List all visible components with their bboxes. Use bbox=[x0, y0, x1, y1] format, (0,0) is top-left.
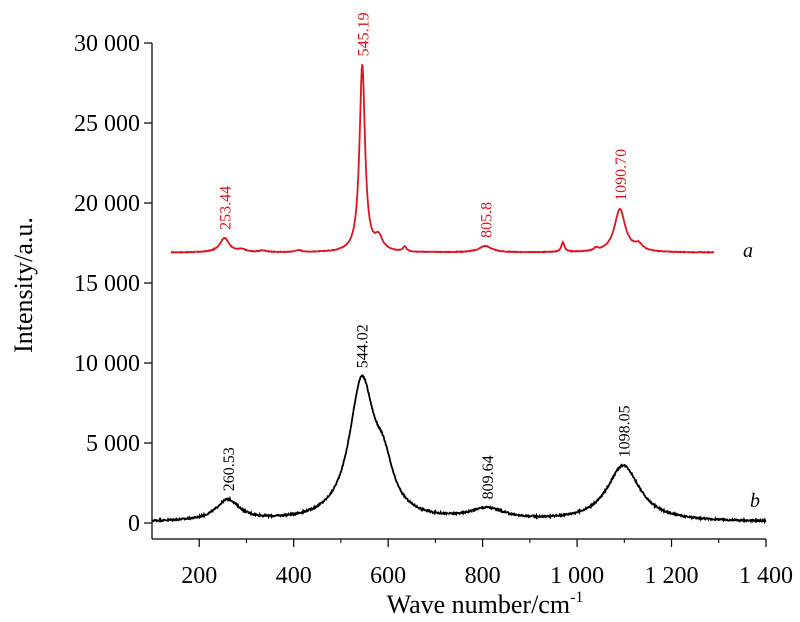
y-tick-label: 10 000 bbox=[74, 351, 140, 377]
peak-label: 805.8 bbox=[478, 202, 495, 238]
x-axis-title: Wave number/cm-1 bbox=[387, 589, 584, 619]
y-tick-label: 30 000 bbox=[74, 31, 140, 57]
peak-label: 545.19 bbox=[355, 12, 372, 56]
y-tick-label: 5 000 bbox=[86, 431, 140, 457]
x-tick-label: 800 bbox=[465, 563, 501, 589]
x-tick-label: 1 000 bbox=[550, 563, 604, 589]
peak-label: 544.02 bbox=[355, 324, 372, 368]
peak-label-layer: 253.44 545.19 805.8 1090.70 a 260.53 544.02 809… bbox=[217, 12, 760, 512]
series-line-b bbox=[151, 374, 767, 525]
y-tick-label: 15 000 bbox=[74, 271, 140, 297]
series-tag-a: a bbox=[743, 240, 753, 262]
peak-label: 260.53 bbox=[221, 447, 238, 491]
series-tag-b: b bbox=[750, 490, 760, 512]
x-axis: 200 400 600 800 1 000 1 200 1 400 bbox=[152, 538, 793, 589]
x-tick-label: 200 bbox=[181, 563, 217, 589]
peak-label: 809.64 bbox=[480, 455, 497, 499]
series-layer bbox=[151, 64, 767, 525]
y-axis: 0 5 000 10 000 15 000 20 000 25 000 30 000 bbox=[74, 31, 153, 539]
y-tick-label: 0 bbox=[128, 511, 140, 537]
x-tick-label: 600 bbox=[370, 563, 406, 589]
y-axis-title: Intensity/a.u. bbox=[9, 217, 38, 353]
x-tick-label: 1 400 bbox=[739, 563, 793, 589]
y-tick-label: 20 000 bbox=[74, 191, 140, 217]
x-tick-label: 400 bbox=[276, 563, 312, 589]
x-tick-label: 1 200 bbox=[645, 563, 699, 589]
series-line-a bbox=[170, 64, 715, 254]
peak-label: 253.44 bbox=[217, 186, 234, 230]
peak-label: 1090.70 bbox=[613, 149, 630, 201]
y-tick-label: 25 000 bbox=[74, 111, 140, 137]
peak-label: 1098.05 bbox=[616, 405, 633, 457]
